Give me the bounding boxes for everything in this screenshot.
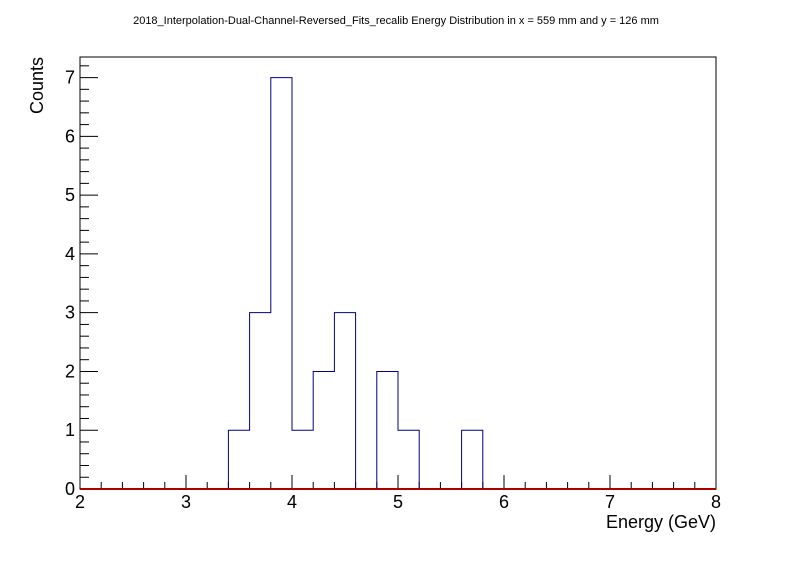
chart-title: 2018_Interpolation-Dual-Channel-Reversed… [133,15,659,27]
x-tick-labels: 2 3 4 5 6 7 8 [75,492,721,512]
histogram-bin [228,430,249,489]
x-tick-label: 6 [499,492,509,512]
axis-ticks [79,65,717,490]
y-tick-label: 5 [65,185,75,205]
histogram-bin [334,313,355,489]
y-tick-label: 2 [65,361,75,381]
x-tick-label: 2 [75,492,85,512]
x-tick-label: 5 [393,492,403,512]
x-tick-label: 7 [605,492,615,512]
y-tick-label: 6 [65,126,75,146]
y-tick-label: 3 [65,303,75,323]
histogram-bin [271,78,292,489]
y-tick-labels: 0 1 2 3 4 5 6 7 [65,68,75,499]
y-axis-label: Counts [27,57,47,114]
y-tick-label: 7 [65,68,75,88]
histogram-bin [377,371,398,489]
histogram-bin [462,430,483,489]
y-tick-label: 4 [65,244,75,264]
histogram-outline [80,77,716,490]
x-tick-label: 4 [287,492,297,512]
histogram-bin [250,313,271,489]
x-tick-label: 8 [711,492,721,512]
x-axis-label: Energy (GeV) [606,512,716,532]
histogram-bin [292,430,313,489]
y-tick-label: 0 [65,479,75,499]
histogram-bin [398,430,419,489]
x-tick-label: 3 [181,492,191,512]
y-tick-label: 1 [65,420,75,440]
histogram-bin [313,371,334,489]
